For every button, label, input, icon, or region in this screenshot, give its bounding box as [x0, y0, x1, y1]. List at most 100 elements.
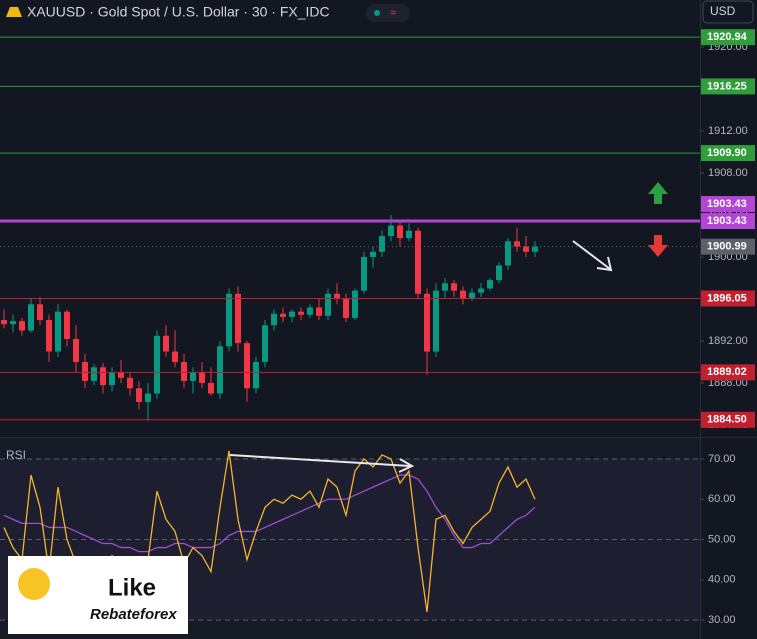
candle-body: [370, 251, 376, 258]
candle-body: [325, 293, 331, 316]
candle-body: [406, 230, 412, 239]
level-label: 1903.43: [707, 198, 747, 210]
divergence-arrow: [229, 454, 411, 467]
trend-arrow: [572, 240, 611, 270]
status-pill: [366, 4, 410, 22]
y-tick-label: 40.00: [708, 574, 736, 586]
level-label-box: [701, 290, 755, 307]
candle-body: [424, 293, 430, 352]
candle-body: [469, 292, 475, 300]
rsi-line: [3, 474, 536, 553]
candle-body: [46, 320, 52, 352]
candle-body: [343, 299, 349, 318]
price-label-box: [701, 238, 755, 255]
y-tick-label: 50.00: [708, 533, 736, 545]
y-tick-label: 30.00: [708, 614, 736, 626]
candle-body: [361, 257, 367, 291]
candle-body: [514, 241, 520, 247]
candle-body: [145, 393, 151, 402]
arrow-head: [596, 256, 613, 272]
level-label: 1916.25: [707, 80, 747, 92]
candle-body: [334, 293, 340, 300]
candle-body: [109, 372, 115, 386]
candle-body: [298, 311, 304, 315]
currency-button[interactable]: [702, 0, 754, 24]
candle-body: [154, 335, 160, 394]
logo-text: Rebateforex: [90, 606, 177, 623]
y-tick-label: 1912.00: [708, 125, 748, 137]
arrow-head: [398, 458, 415, 473]
level-label-box: [701, 411, 755, 428]
candle-body: [415, 230, 421, 294]
candle-body: [496, 265, 502, 281]
candle-body: [523, 246, 529, 252]
rsi-label: RSI: [6, 448, 26, 462]
candle-body: [253, 362, 259, 389]
candle-body: [136, 388, 142, 402]
level-label: 1889.02: [707, 366, 747, 378]
currency-label[interactable]: USD: [710, 4, 736, 18]
up-arrow: [648, 182, 668, 204]
status-icon: ≈: [390, 7, 396, 19]
level-label-box: [701, 196, 755, 213]
level-label-box: [701, 364, 755, 381]
candle-body: [1, 320, 7, 325]
candle-body: [28, 304, 34, 331]
candle-body: [118, 372, 124, 378]
candle-body: [442, 283, 448, 291]
level-label: 1896.05: [707, 292, 747, 304]
level-label-box: [701, 145, 755, 162]
candle-body: [289, 311, 295, 317]
candle-body: [433, 290, 439, 352]
y-tick-label: 70.00: [708, 453, 736, 465]
down-arrow: [648, 235, 668, 257]
candle-body: [505, 241, 511, 266]
candle-body: [397, 225, 403, 239]
level-label: 1920.94: [707, 31, 748, 43]
candle-body: [487, 280, 493, 289]
candle-body: [55, 311, 61, 352]
status-dot: [374, 10, 380, 16]
level-label-box: [701, 213, 755, 230]
candle-body: [226, 293, 232, 347]
candle-body: [181, 362, 187, 381]
candle-body: [82, 362, 88, 381]
candle-body: [271, 313, 277, 326]
candle-body: [190, 372, 196, 381]
candle-body: [478, 288, 484, 293]
price-label: 1900.99: [707, 241, 747, 253]
y-tick-label: 60.00: [708, 493, 736, 505]
candle-body: [172, 351, 178, 363]
candle-body: [73, 338, 79, 363]
candle-body: [10, 321, 16, 325]
logo-emoji: [18, 568, 50, 600]
candle-body: [280, 313, 286, 317]
logo-text: Like: [108, 574, 156, 601]
level-label-box: [701, 29, 755, 46]
candle-body: [37, 304, 43, 321]
level-label-box: [701, 78, 755, 95]
candle-body: [199, 372, 205, 384]
candle-body: [316, 307, 322, 316]
candle-body: [208, 383, 214, 394]
candle-body: [100, 367, 106, 386]
candle-body: [127, 377, 133, 389]
candle-body: [217, 346, 223, 394]
candle-body: [460, 290, 466, 300]
candle-body: [91, 367, 97, 381]
candle-body: [244, 343, 250, 389]
plot-layer: 1884.001888.001892.001896.001900.001904.…: [0, 29, 755, 626]
y-tick-label: 1908.00: [708, 167, 748, 179]
symbol-icon: [6, 7, 22, 17]
symbol-title: XAUUSD · Gold Spot / U.S. Dollar · 30 · …: [27, 4, 330, 20]
candle-body: [64, 311, 70, 339]
candle-body: [379, 236, 385, 252]
candle-body: [307, 307, 313, 315]
candle-body: [388, 225, 394, 237]
level-label: 1909.90: [707, 147, 747, 159]
candle-body: [19, 321, 25, 331]
y-tick-label: 1892.00: [708, 335, 748, 347]
candle-body: [532, 246, 538, 252]
candle-body: [352, 290, 358, 318]
